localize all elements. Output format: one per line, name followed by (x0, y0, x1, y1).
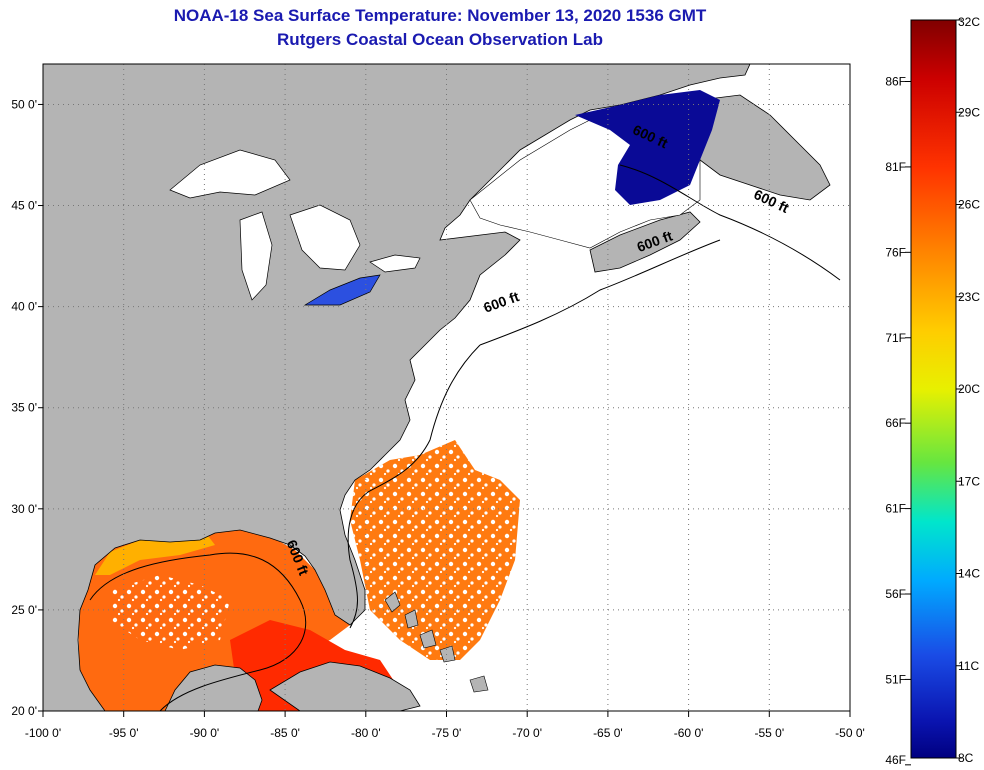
x-tick-label: -90 0' (190, 726, 220, 740)
colorbar-label-fahrenheit: 86F (885, 75, 906, 89)
y-tick-label: 20 0' (11, 704, 37, 718)
colorbar-label-celsius: 32C (958, 15, 980, 29)
colorbar-labels: 32C 29C 26C 23C 20C 17C 14C 11C 8C 86F 81F 76F 71F 66… (885, 15, 980, 767)
colorbar-label-fahrenheit: 76F (885, 245, 906, 259)
map-subtitle: Rutgers Coastal Ocean Observation Lab (277, 30, 603, 49)
y-tick-label: 30 0' (11, 502, 37, 516)
x-tick-label: -65 0' (593, 726, 623, 740)
map-body (43, 64, 850, 711)
colorbar-label-celsius: 17C (958, 474, 980, 488)
land-yucatan (164, 664, 263, 711)
x-tick-label: -85 0' (270, 726, 300, 740)
lake-ontario (369, 254, 421, 273)
bahamas-islands (384, 591, 489, 693)
y-tick-label: 50 0' (11, 97, 37, 111)
colorbar-label-fahrenheit: 61F (885, 502, 906, 516)
isobath-contour-atlantic (347, 344, 481, 629)
lake-huron (289, 204, 361, 271)
colorbar-label-celsius: 8C (958, 751, 974, 765)
land-cuba (269, 661, 421, 711)
x-tick-label: -80 0' (351, 726, 381, 740)
lake-michigan (239, 211, 273, 301)
lake-erie (303, 274, 381, 306)
x-tick-label: -55 0' (754, 726, 784, 740)
gulf-sst-speckle (110, 575, 230, 650)
colorbar-label-celsius: 26C (958, 198, 980, 212)
axis-ticks: -100 0' -95 0' -90 0' -85 0' -80 0' -75 0' -70… (11, 97, 864, 740)
sst-colorbar (910, 19, 957, 759)
isobath-contour-gulf (89, 552, 307, 711)
x-tick-label: -70 0' (512, 726, 542, 740)
st-lawrence-cold-sst (575, 90, 720, 205)
x-tick-label: -95 0' (109, 726, 139, 740)
y-tick-label: 40 0' (11, 300, 37, 314)
x-tick-label: -50 0' (835, 726, 865, 740)
land-north-america (43, 64, 751, 711)
colorbar-label-celsius: 20C (958, 382, 980, 396)
isobath-contour-north (619, 164, 841, 281)
colorbar-label-celsius: 23C (958, 290, 980, 304)
colorbar-label-celsius: 14C (958, 567, 980, 581)
colorbar-label-fahrenheit: 66F (885, 416, 906, 430)
colorbar-label-fahrenheit: 56F (885, 587, 906, 601)
map-title: NOAA-18 Sea Surface Temperature: Novembe… (173, 6, 707, 25)
colorbar-label-fahrenheit: 71F (885, 331, 906, 345)
colorbar-label-celsius: 29C (958, 105, 980, 119)
y-tick-label: 25 0' (11, 603, 37, 617)
gulf-coastal-yellow (95, 532, 215, 575)
lake-superior (169, 149, 291, 199)
y-tick-label: 45 0' (11, 199, 37, 213)
x-tick-label: -100 0' (25, 726, 61, 740)
colorbar-label-fahrenheit: 51F (885, 672, 906, 686)
x-tick-label: -60 0' (674, 726, 704, 740)
isobath-contour-scotian (479, 239, 721, 346)
colorbar-label-celsius: 11C (958, 659, 979, 673)
colorbar-label-fahrenheit: 81F (885, 160, 906, 174)
y-tick-label: 35 0' (11, 401, 37, 415)
colorbar-label-fahrenheit: 46F (885, 753, 906, 767)
x-tick-label: -75 0' (432, 726, 462, 740)
